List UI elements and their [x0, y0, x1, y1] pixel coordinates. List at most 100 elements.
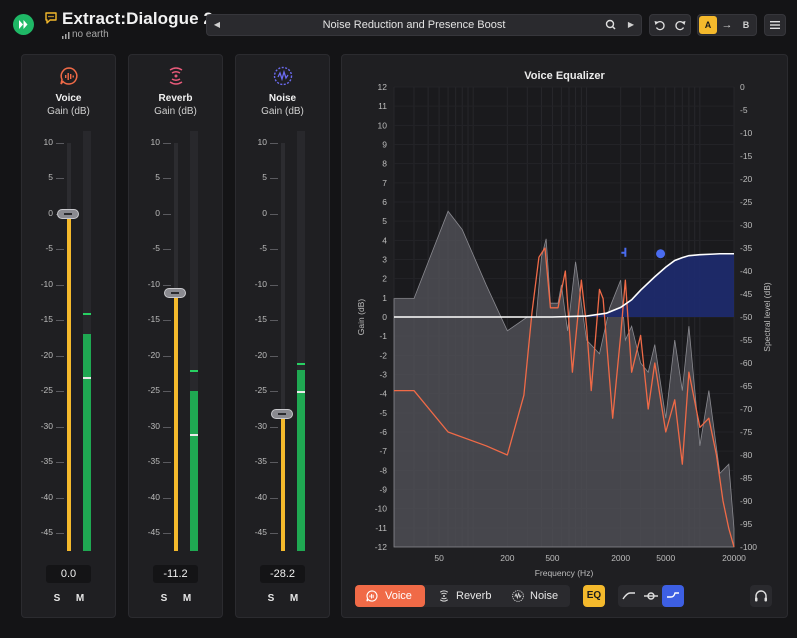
- tab-reverb[interactable]: Reverb: [427, 585, 499, 607]
- y-left-tick-label: 2: [382, 274, 387, 284]
- gain-slider-track[interactable]: [281, 143, 285, 551]
- bell-icon[interactable]: [640, 585, 662, 607]
- scale-tick-mark: [270, 143, 278, 144]
- y-right-tick-label: -50: [740, 312, 753, 322]
- scale-tick-label: 10: [150, 137, 160, 147]
- scale-tick-mark: [56, 320, 64, 322]
- eq-toggle-button[interactable]: EQ: [583, 585, 605, 607]
- meter-hold: [297, 391, 305, 394]
- x-tick-label: 200: [500, 553, 514, 563]
- signal-bars-icon: [62, 32, 70, 39]
- y-right-tick-label: -30: [740, 220, 753, 230]
- undo-icon[interactable]: [650, 15, 670, 35]
- scale-tick-label: -40: [147, 491, 160, 502]
- y-right-tick-label: -15: [740, 151, 753, 161]
- y-left-tick-label: -12: [375, 542, 388, 552]
- y-right-tick-label: -10: [740, 128, 753, 138]
- chevron-left-icon[interactable]: ◀: [213, 20, 221, 29]
- y-left-tick-label: -4: [379, 389, 387, 399]
- mute-button[interactable]: M: [289, 593, 299, 604]
- scale-tick-label: 0: [262, 207, 267, 218]
- scale-tick-label: -45: [40, 527, 53, 537]
- scale-tick-label: -30: [147, 420, 160, 431]
- channel-name: Noise: [268, 93, 297, 104]
- y-left-tick-label: 12: [378, 82, 388, 92]
- x-tick-label: 5000: [656, 553, 675, 563]
- solo-button[interactable]: S: [53, 593, 61, 604]
- solo-mute-row: S M: [236, 591, 329, 609]
- gain-slider-thumb[interactable]: [271, 408, 293, 419]
- scale-tick-mark: [56, 533, 64, 534]
- y-left-tick-label: -5: [379, 408, 387, 418]
- play-forward-icon[interactable]: [13, 14, 34, 35]
- level-meter: [297, 131, 305, 551]
- low-cut-icon[interactable]: [618, 585, 640, 607]
- meter-hold: [190, 433, 198, 436]
- gain-value[interactable]: 0.0: [46, 565, 91, 583]
- preset-name[interactable]: Noise Reduction and Presence Boost: [322, 19, 506, 31]
- scale-tick-label: -45: [254, 527, 267, 537]
- preset-selector[interactable]: ◀ Noise Reduction and Presence Boost ▶: [206, 14, 642, 36]
- channel-gain-label: Gain (dB): [47, 106, 90, 117]
- scale-tick-label: 5: [155, 172, 160, 183]
- y-left-tick-label: 3: [382, 255, 387, 265]
- scale-tick-mark: [163, 533, 171, 534]
- level-meter: [190, 131, 198, 551]
- y-left-tick-label: 7: [382, 178, 387, 188]
- x-tick-label: 500: [545, 553, 559, 563]
- high-shelf-icon[interactable]: [662, 585, 684, 607]
- solo-button[interactable]: S: [160, 593, 168, 604]
- y-right-tick-label: -100: [740, 542, 757, 552]
- y-right-tick-label: -55: [740, 335, 753, 345]
- scale-tick-mark: [163, 355, 171, 357]
- gain-value[interactable]: -28.2: [260, 565, 305, 583]
- scale-tick-mark: [270, 213, 278, 215]
- channel-voice: Voice Gain (dB) 10 5 0 -5 -10 -15 -20 -25 -30 -35…: [21, 54, 116, 618]
- eq-chart[interactable]: 1211109876543210-1-2-3-4-5-6-7-8-9-10-11…: [342, 55, 789, 580]
- y-right-tick-label: -25: [740, 197, 753, 207]
- redo-icon[interactable]: [670, 15, 690, 35]
- scale-tick-label: 5: [262, 172, 267, 183]
- voice-equalizer-panel: Voice Equalizer 12 11 10 9 8 7 6 5 4 3 2 1 0 -1 -2 -3 -4…: [341, 54, 788, 618]
- y-left-tick-label: -11: [375, 523, 387, 533]
- hamburger-menu-icon[interactable]: [764, 14, 786, 36]
- y-left-tick-label: -8: [379, 465, 387, 475]
- eq-band-cursor-tick: [621, 251, 626, 254]
- gain-slider-thumb[interactable]: [164, 288, 186, 299]
- ab-copy-arrow-icon[interactable]: →: [721, 19, 733, 31]
- scale-tick-label: 0: [48, 207, 53, 218]
- ab-b-button[interactable]: B: [742, 20, 750, 30]
- scale-tick-label: -5: [152, 243, 160, 254]
- spectrum-area: [393, 210, 735, 548]
- y-right-tick-label: -40: [740, 266, 753, 276]
- scale-tick-label: -10: [147, 278, 160, 289]
- search-icon[interactable]: [601, 15, 621, 35]
- y-left-tick-label: -1: [379, 331, 387, 341]
- scale-tick-mark: [270, 533, 278, 534]
- headphones-icon[interactable]: [750, 585, 772, 607]
- solo-button[interactable]: S: [267, 593, 275, 604]
- y-right-tick-label: -35: [740, 243, 753, 253]
- scale-tick-label: -40: [40, 491, 53, 502]
- y-right-tick-label: -95: [740, 519, 753, 529]
- ab-a-button[interactable]: A: [699, 16, 717, 34]
- y-right-tick-label: -65: [740, 381, 753, 391]
- mute-button[interactable]: M: [75, 593, 85, 604]
- app-title: Extract:Dialogue 2: [62, 9, 214, 28]
- eq-band-handle[interactable]: [656, 249, 666, 259]
- tab-noise[interactable]: Noise: [501, 585, 569, 607]
- scale-tick-mark: [56, 497, 64, 499]
- y-left-tick-label: -6: [379, 427, 387, 437]
- scale-tick-label: -45: [147, 527, 160, 537]
- meter-peak: [190, 369, 198, 372]
- y-left-tick-label: 4: [382, 235, 387, 245]
- gain-slider-thumb[interactable]: [57, 208, 79, 219]
- chevron-right-icon[interactable]: ▶: [627, 20, 635, 29]
- app-subtitle: no earth: [72, 29, 109, 40]
- meter-hold: [83, 377, 91, 379]
- tab-voice[interactable]: Voice: [355, 585, 425, 607]
- gain-value[interactable]: -11.2: [153, 565, 198, 583]
- mute-button[interactable]: M: [182, 593, 192, 604]
- y-left-tick-label: 11: [378, 101, 387, 111]
- scale-tick-mark: [270, 284, 278, 286]
